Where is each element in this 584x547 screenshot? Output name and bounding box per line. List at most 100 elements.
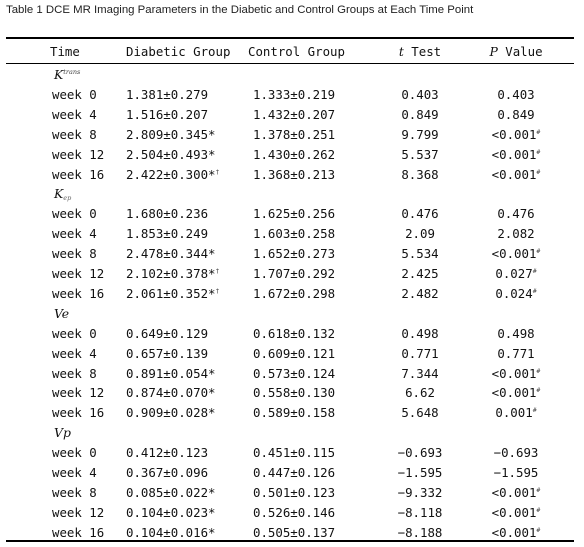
dagger-mark: † — [215, 167, 220, 176]
section-label-name: Ve — [54, 305, 70, 321]
diabetic-group-value: 2.478±0.344* — [126, 246, 216, 262]
time-cell: week 0 — [52, 445, 97, 461]
diabetic-group-cell: 0.367±0.096 — [126, 463, 208, 483]
table-row: week 12 2.102±0.378*† 1.707±0.292 2.425 0.02… — [0, 264, 584, 284]
table-row: week 16 2.061±0.352*† 1.672±0.298 2.482 0.02… — [0, 284, 584, 304]
p-value: <0.001 — [491, 146, 537, 162]
section-label: Kep — [54, 184, 71, 204]
diabetic-group-cell: 0.909±0.028* — [126, 403, 216, 423]
significance-mark: # — [536, 485, 541, 494]
control-group-cell: 1.378±0.251 — [253, 126, 336, 142]
p-value: 0.027 — [495, 266, 533, 281]
significance-mark: # — [536, 525, 541, 534]
p-value-cell: 2.082 — [472, 224, 560, 244]
diabetic-group-value: 2.504±0.493* — [126, 146, 216, 162]
t-test-cell: −0.693 — [397, 445, 443, 461]
p-value-cell: −1.595 — [472, 463, 560, 483]
significance-mark: # — [536, 386, 541, 395]
diabetic-group-value: 0.891±0.054* — [126, 365, 216, 381]
significance-mark: # — [532, 286, 537, 295]
section-label: Vp — [54, 423, 71, 443]
diabetic-group-cell: 0.891±0.054* — [126, 364, 216, 384]
section-label: Ktrans — [54, 65, 80, 85]
header-time: Time — [50, 44, 80, 59]
header-t-test: t Test — [380, 42, 460, 62]
p-value: <0.001 — [491, 385, 537, 401]
table-row: week 8 2.478±0.344* 1.652±0.273 5.534 <0.001… — [0, 244, 584, 264]
section-label-row: Kep — [0, 184, 584, 204]
diabetic-group-cell: 1.516±0.207 — [126, 105, 208, 125]
diabetic-group-cell: 0.649±0.129 — [126, 324, 208, 344]
p-value: 2.082 — [497, 226, 535, 242]
control-group-cell: 1.432±0.207 — [253, 106, 336, 122]
diabetic-group-value: 2.102±0.378* — [126, 266, 216, 281]
diabetic-group-value: 2.061±0.352* — [126, 285, 216, 301]
diabetic-group-cell: 0.874±0.070* — [126, 383, 216, 403]
p-value: <0.001 — [491, 246, 537, 262]
p-value: 0.498 — [497, 325, 535, 341]
header-p-value: P Value — [472, 42, 560, 62]
control-group-cell: 0.609±0.121 — [253, 345, 336, 361]
t-test-cell: −8.188 — [397, 524, 443, 540]
table-caption: Table 1 DCE MR Imaging Parameters in the… — [6, 4, 474, 16]
header-diabetic-group: Diabetic Group — [126, 44, 231, 59]
t-test-cell: 9.799 — [401, 126, 439, 142]
control-group-cell: 1.625±0.256 — [253, 206, 336, 222]
diabetic-group-cell: 1.853±0.249 — [126, 224, 208, 244]
section-label-subscript: ep — [63, 194, 72, 203]
t-test-cell: 0.771 — [401, 345, 439, 361]
dagger-mark: † — [215, 286, 220, 295]
p-value: <0.001 — [491, 504, 537, 520]
table-row: week 8 2.809±0.345* 1.378±0.251 9.799 <0.001… — [0, 125, 584, 145]
p-value: 0.771 — [497, 345, 535, 361]
p-value-cell: 0.024# — [472, 284, 560, 304]
t-test-cell: 0.498 — [401, 325, 439, 341]
p-value: 0.001 — [495, 405, 533, 421]
table-row: week 8 0.891±0.054* 0.573±0.124 7.344 <0.001… — [0, 364, 584, 384]
p-value-cell: <0.001# — [472, 523, 560, 543]
table-row: week 4 1.516±0.207 1.432±0.207 0.849 0.849 — [0, 105, 584, 125]
diabetic-group-cell: 2.478±0.344* — [126, 244, 216, 264]
p-value-cell: <0.001# — [472, 125, 560, 145]
control-group-cell: 1.368±0.213 — [253, 166, 336, 182]
t-test-cell: 0.403 — [401, 86, 439, 102]
table-row: week 0 0.412±0.123 0.451±0.115 −0.693 −0.693 — [0, 443, 584, 463]
p-value: <0.001 — [491, 166, 537, 182]
t-test-cell: 2.425 — [401, 266, 439, 281]
table-row: week 16 0.104±0.016* 0.505±0.137 −8.188 <0.0… — [0, 523, 584, 543]
control-group-cell: 0.618±0.132 — [253, 325, 336, 341]
table-row: week 4 1.853±0.249 1.603±0.258 2.09 2.082 — [0, 224, 584, 244]
diabetic-group-value: 0.874±0.070* — [126, 385, 216, 401]
p-value-cell: <0.001# — [472, 503, 560, 523]
control-group-cell: 1.603±0.258 — [253, 226, 336, 242]
significance-mark: # — [532, 406, 537, 415]
diabetic-group-value: 2.809±0.345* — [126, 126, 216, 142]
table-row: week 0 0.649±0.129 0.618±0.132 0.498 0.498 — [0, 324, 584, 344]
diabetic-group-cell: 0.104±0.023* — [126, 503, 216, 523]
control-group-cell: 1.430±0.262 — [253, 146, 336, 162]
section-label-superscript: trans — [63, 68, 81, 76]
p-value-cell: <0.001# — [472, 364, 560, 384]
time-cell: week 8 — [52, 126, 97, 142]
section-label-name: K — [54, 67, 64, 82]
diabetic-group-cell: 0.412±0.123 — [126, 443, 208, 463]
control-group-cell: 1.652±0.273 — [253, 246, 336, 262]
header-control-group: Control Group — [248, 44, 345, 59]
diabetic-group-cell: 0.657±0.139 — [126, 344, 208, 364]
control-group-cell: 1.672±0.298 — [253, 285, 336, 301]
control-group-cell: 1.707±0.292 — [253, 266, 336, 281]
diabetic-group-value: 0.412±0.123 — [126, 445, 209, 461]
significance-mark: # — [536, 167, 541, 176]
time-cell: week 16 — [52, 285, 105, 301]
diabetic-group-cell: 2.422±0.300*† — [126, 165, 219, 185]
control-group-cell: 0.558±0.130 — [253, 385, 336, 401]
p-value-cell: −0.693 — [472, 443, 560, 463]
t-test-cell: 7.344 — [401, 365, 439, 381]
section-label-name: K — [54, 186, 64, 202]
time-cell: week 8 — [52, 365, 97, 381]
significance-mark: # — [536, 127, 541, 136]
significance-mark: # — [536, 147, 541, 156]
control-group-cell: 0.447±0.126 — [253, 465, 336, 480]
diabetic-group-value: 0.649±0.129 — [126, 325, 209, 341]
p-value: 0.403 — [497, 86, 535, 102]
